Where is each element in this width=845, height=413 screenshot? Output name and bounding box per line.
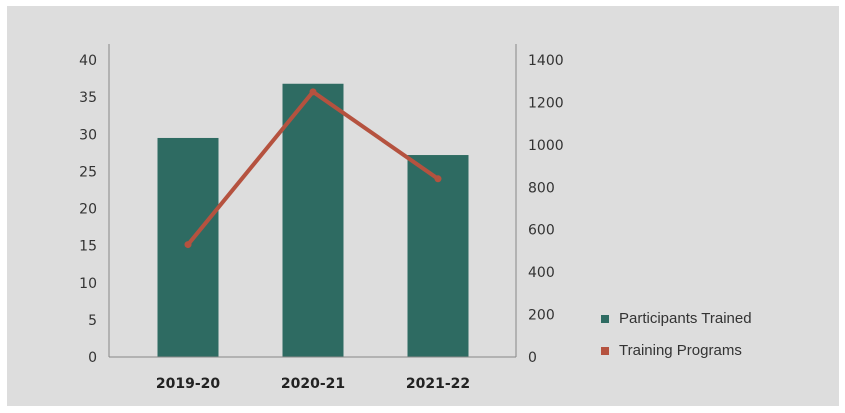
chart-panel: 0 5 10 15 20 25 30 35 40 0 200 400 600 800 1000 1200 14… bbox=[7, 6, 839, 406]
bars bbox=[157, 83, 469, 357]
left-tick-label: 5 bbox=[88, 313, 97, 329]
point-training-programs-2021-22 bbox=[434, 175, 442, 183]
left-tick-label: 35 bbox=[79, 90, 97, 106]
left-tick-label: 25 bbox=[79, 164, 97, 180]
bar-participants-2021-22 bbox=[407, 155, 469, 357]
right-tick-label: 1200 bbox=[528, 95, 564, 111]
category-label: 2021-22 bbox=[406, 376, 470, 392]
x-axis: 2019-20 2020-21 2021-22 bbox=[109, 356, 516, 392]
right-tick-label: 1400 bbox=[528, 53, 564, 69]
left-tick-label: 30 bbox=[79, 127, 97, 143]
legend-label-programs: Training Programs bbox=[619, 342, 742, 359]
right-tick-label: 800 bbox=[528, 180, 555, 196]
bar-participants-2020-21 bbox=[282, 83, 344, 357]
line-series bbox=[184, 88, 442, 249]
left-tick-label: 40 bbox=[79, 53, 97, 69]
left-tick-label: 10 bbox=[79, 276, 97, 292]
legend: Participants Trained Training Programs bbox=[601, 310, 752, 359]
right-tick-label: 600 bbox=[528, 223, 555, 239]
left-tick-label: 0 bbox=[88, 350, 97, 366]
chart: 0 5 10 15 20 25 30 35 40 0 200 400 600 800 1000 1200 14… bbox=[79, 44, 752, 392]
category-label: 2020-21 bbox=[281, 376, 345, 392]
legend-label-participants: Participants Trained bbox=[619, 310, 752, 327]
left-axis: 0 5 10 15 20 25 30 35 40 bbox=[79, 44, 110, 366]
legend-swatch-programs bbox=[601, 347, 609, 355]
point-training-programs-2020-21 bbox=[309, 88, 317, 96]
left-tick-label: 15 bbox=[79, 239, 97, 255]
legend-swatch-participants bbox=[601, 315, 609, 323]
right-tick-label: 0 bbox=[528, 350, 537, 366]
right-tick-label: 200 bbox=[528, 308, 555, 324]
right-tick-label: 400 bbox=[528, 265, 555, 281]
category-label: 2019-20 bbox=[156, 376, 221, 392]
right-axis: 0 200 400 600 800 1000 1200 1400 bbox=[515, 44, 564, 366]
point-training-programs-2019-20 bbox=[184, 241, 192, 249]
left-tick-label: 20 bbox=[79, 202, 97, 218]
right-tick-label: 1000 bbox=[528, 138, 564, 154]
